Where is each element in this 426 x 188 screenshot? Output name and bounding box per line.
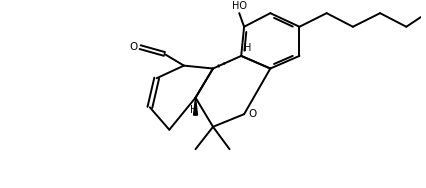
Text: H: H xyxy=(244,43,251,53)
Text: H: H xyxy=(190,105,197,115)
Polygon shape xyxy=(193,98,197,115)
Text: HO: HO xyxy=(231,1,246,11)
Text: O: O xyxy=(129,42,137,52)
Text: O: O xyxy=(248,109,256,119)
